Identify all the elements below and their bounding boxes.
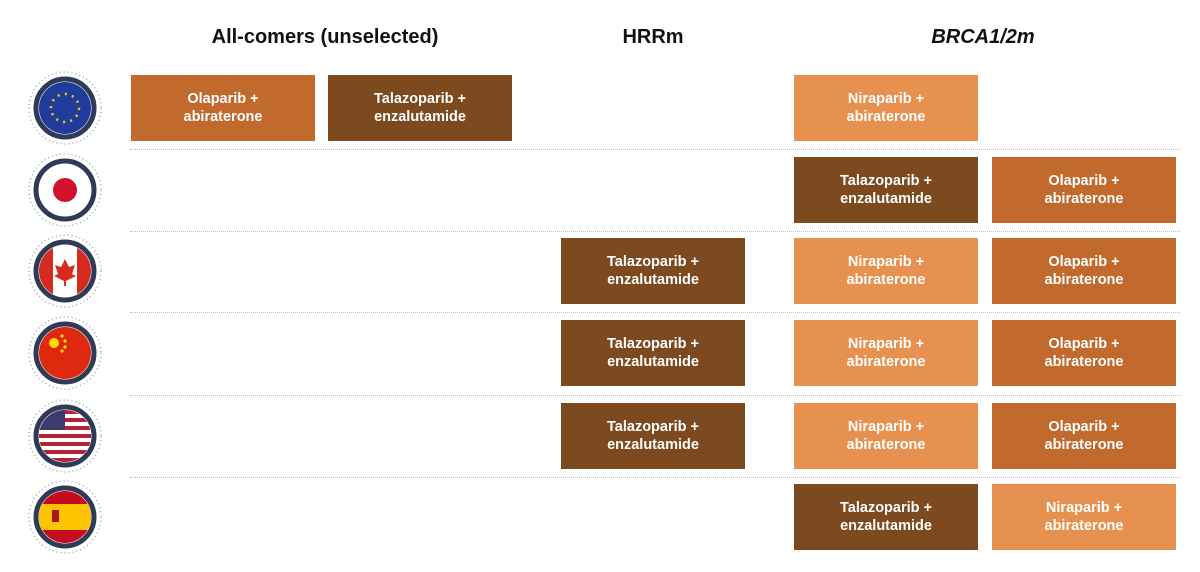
therapy-box: Talazoparib + enzalutamide	[794, 484, 978, 550]
flag-ring	[33, 404, 97, 468]
therapy-box: Olaparib + abiraterone	[992, 320, 1176, 386]
flag-ring	[33, 239, 97, 303]
therapy-text: Talazoparib +	[607, 336, 699, 352]
therapy-text: abiraterone	[1044, 354, 1124, 370]
therapy-text: abiraterone	[846, 354, 926, 370]
therapy-box: Olaparib + abiraterone	[992, 238, 1176, 304]
therapy-text: Olaparib +	[1048, 419, 1120, 435]
therapy-text: enzalutamide	[374, 109, 466, 125]
therapy-box: Talazoparib + enzalutamide	[794, 157, 978, 223]
flag-ring	[28, 399, 102, 473]
flag-china	[39, 327, 91, 379]
column-header: BRCA1/2m	[931, 26, 1035, 48]
flag-japan	[39, 164, 91, 216]
therapy-text: enzalutamide	[607, 354, 699, 370]
therapy-text: abiraterone	[1044, 272, 1124, 288]
row-separator	[130, 476, 1180, 478]
column-header: All-comers (unselected)	[211, 26, 439, 48]
therapy-text: Niraparib +	[1045, 500, 1123, 516]
flag-ring	[28, 316, 102, 390]
flag-eu	[39, 82, 91, 134]
therapy-text: abiraterone	[1044, 437, 1124, 453]
row-separator	[130, 312, 1180, 313]
therapy-text: abiraterone	[846, 437, 926, 453]
therapy-text: Talazoparib +	[607, 254, 699, 270]
therapy-box: Talazoparib + enzalutamide	[328, 75, 512, 141]
flag-spain	[39, 491, 91, 543]
therapy-box: Niraparib + abiraterone	[794, 238, 978, 304]
therapy-text: Talazoparib +	[374, 91, 466, 107]
therapy-box: Niraparib + abiraterone	[794, 320, 978, 386]
therapy-text: enzalutamide	[607, 272, 699, 288]
therapy-box: Olaparib + abiraterone	[131, 75, 315, 141]
therapy-text: enzalutamide	[607, 437, 699, 453]
therapy-text: Niraparib +	[847, 254, 925, 270]
therapy-box: Niraparib + abiraterone	[992, 484, 1176, 550]
row-separator	[130, 394, 1180, 396]
row-separator	[130, 230, 1180, 232]
therapy-box: Talazoparib + enzalutamide	[561, 238, 745, 304]
therapy-text: Olaparib +	[1048, 173, 1120, 189]
flag-ring	[33, 158, 97, 222]
therapy-box: Talazoparib + enzalutamide	[561, 320, 745, 386]
therapy-box: Talazoparib + enzalutamide	[561, 403, 745, 469]
column-header: HRRm	[622, 26, 684, 48]
flag-ring	[28, 234, 102, 308]
therapy-text: enzalutamide	[840, 518, 932, 534]
therapy-text: Olaparib +	[1048, 336, 1120, 352]
flag-ring	[28, 480, 102, 554]
flag-ring	[28, 153, 102, 227]
flags	[28, 71, 102, 554]
therapy-text: Niraparib +	[847, 91, 925, 107]
therapy-box: Olaparib + abiraterone	[992, 403, 1176, 469]
therapy-text: Talazoparib +	[840, 173, 932, 189]
flag-canada	[39, 245, 91, 297]
therapy-text: Olaparib +	[187, 91, 259, 107]
therapy-text: abiraterone	[183, 109, 263, 125]
therapy-text: Niraparib +	[847, 336, 925, 352]
therapy-text: abiraterone	[1044, 191, 1124, 207]
flag-usa	[39, 410, 91, 462]
therapy-text: Talazoparib +	[840, 500, 932, 516]
flag-ring	[33, 485, 97, 549]
therapy-text: abiraterone	[846, 109, 926, 125]
row-separator	[130, 149, 1180, 150]
therapy-box: Olaparib + abiraterone	[992, 157, 1176, 223]
flag-ring	[28, 71, 102, 145]
therapy-text: Olaparib +	[1048, 254, 1120, 270]
therapy-box: Niraparib + abiraterone	[794, 75, 978, 141]
therapy-text: enzalutamide	[840, 191, 932, 207]
therapy-box: Niraparib + abiraterone	[794, 403, 978, 469]
flag-ring	[33, 321, 97, 385]
flag-ring	[33, 76, 97, 140]
therapy-text: Niraparib +	[847, 419, 925, 435]
therapy-text: abiraterone	[846, 272, 926, 288]
therapy-text: Talazoparib +	[607, 419, 699, 435]
therapy-text: abiraterone	[1044, 518, 1124, 534]
